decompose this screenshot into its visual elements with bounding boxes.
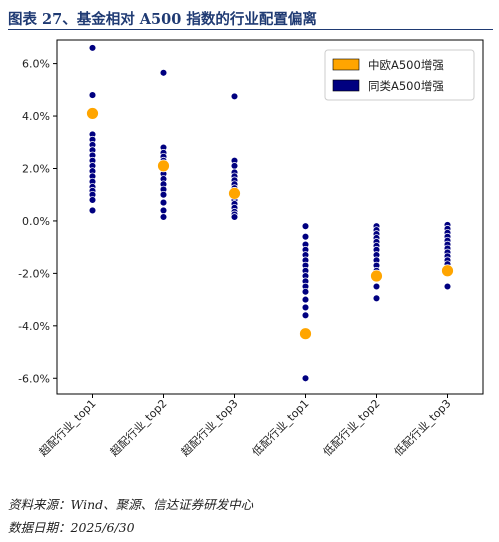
plot-area bbox=[56, 39, 484, 395]
peer-point bbox=[301, 295, 310, 304]
peer-point bbox=[88, 206, 97, 215]
peer-point bbox=[372, 282, 381, 291]
y-tick-label: -6.0% bbox=[18, 372, 50, 385]
x-tick-label: 超配行业_top3 bbox=[178, 396, 241, 459]
y-tick-label: -2.0% bbox=[18, 267, 50, 280]
plot-border bbox=[56, 39, 484, 395]
source-note: 资料来源：Wind、聚源、信达证券研发中心 bbox=[8, 497, 254, 512]
peer-point bbox=[301, 287, 310, 296]
peer-point bbox=[230, 162, 239, 170]
x-tick-label: 超配行业_top1 bbox=[36, 396, 99, 459]
x-tick-label: 低配行业_top3 bbox=[392, 397, 454, 459]
peer-point bbox=[301, 222, 310, 230]
peer-point bbox=[443, 282, 452, 291]
peer-point bbox=[88, 196, 97, 204]
y-tick-label: 6.0% bbox=[22, 58, 50, 71]
peer-point bbox=[159, 190, 168, 199]
y-tick-label: -4.0% bbox=[18, 320, 50, 333]
peer-point bbox=[159, 198, 168, 207]
peer-point bbox=[301, 303, 310, 312]
highlight-point bbox=[86, 107, 99, 120]
legend-label: 中欧A500增强 bbox=[368, 58, 444, 72]
highlight-point bbox=[299, 327, 312, 341]
y-tick-label: 2.0% bbox=[22, 162, 50, 175]
legend-swatch bbox=[332, 79, 360, 92]
highlight-point bbox=[441, 264, 454, 278]
x-tick-label: 超配行业_top2 bbox=[107, 396, 170, 459]
data-marks bbox=[86, 44, 454, 383]
peer-point bbox=[88, 44, 97, 52]
figure-caption: 图表 27、基金相对 A500 指数的行业配置偏离 bbox=[8, 11, 317, 28]
legend-label: 同类A500增强 bbox=[368, 79, 444, 93]
peer-point bbox=[301, 374, 310, 383]
y-tick-label: 0.0% bbox=[22, 215, 50, 228]
highlight-point bbox=[228, 186, 241, 200]
peer-point bbox=[88, 91, 97, 99]
y-axis: 6.0% 4.0% 2.0% 0.0% -2.0% -4.0% -6.0% bbox=[18, 58, 57, 385]
highlight-point bbox=[370, 269, 383, 283]
peer-point bbox=[301, 232, 310, 241]
peer-point bbox=[230, 92, 239, 101]
y-tick-label: 4.0% bbox=[22, 110, 50, 123]
legend-swatch bbox=[332, 58, 360, 71]
peer-point bbox=[159, 213, 168, 221]
x-axis: 超配行业_top1 超配行业_top2 超配行业_top3 低配行业_top1 低配行业… bbox=[36, 394, 454, 459]
peer-point bbox=[159, 206, 168, 215]
peer-point bbox=[159, 69, 168, 77]
peer-point bbox=[301, 311, 310, 320]
x-tick-label: 低配行业_top1 bbox=[250, 397, 312, 459]
peer-point bbox=[372, 294, 381, 303]
scatter-chart: 6.0% 4.0% 2.0% 0.0% -2.0% -4.0% -6.0% 超配行业_top… bbox=[18, 39, 484, 459]
x-tick-label: 低配行业_top2 bbox=[321, 397, 383, 459]
date-note: 数据日期：2025/6/30 bbox=[8, 520, 135, 535]
legend-box bbox=[324, 49, 475, 101]
peer-point bbox=[230, 213, 239, 221]
caption-rule bbox=[8, 29, 493, 30]
highlight-point bbox=[157, 159, 170, 173]
